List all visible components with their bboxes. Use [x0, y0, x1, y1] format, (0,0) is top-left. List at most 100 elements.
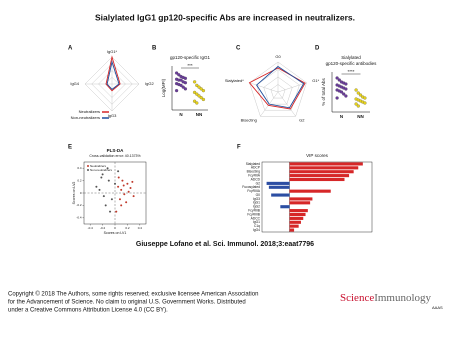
x-tick-label: 0 [114, 226, 116, 230]
x-tick-label: N [340, 114, 343, 119]
bar [289, 216, 304, 220]
logo: ScienceImmunology [340, 292, 432, 304]
dot [201, 97, 205, 102]
y-tick-label: FcγRIIIA [247, 189, 260, 193]
dot [193, 80, 197, 84]
point [122, 184, 125, 187]
dot [335, 76, 339, 80]
panel-title: gp120-specific antibodies [326, 61, 378, 66]
y-tick-label: ADCD [251, 177, 261, 181]
axis-label: IgG2 [145, 81, 154, 86]
y-tick-label: FcγRIIIB [247, 212, 260, 216]
panel-letter: D [315, 46, 320, 52]
dot [199, 96, 203, 100]
dot [201, 89, 205, 93]
dot [358, 93, 363, 97]
point [107, 179, 110, 182]
bar [289, 220, 301, 224]
title: Sialylated IgG1 gp120-specific Abs are i… [95, 12, 355, 22]
bar [289, 197, 313, 201]
axis-label: IgG4 [70, 81, 79, 86]
radar-grid [270, 84, 286, 99]
bar [289, 212, 306, 217]
dot [193, 99, 197, 103]
dot [344, 94, 348, 98]
y-tick-label: IgG1 [253, 220, 260, 224]
radar-line [105, 55, 121, 92]
dot [195, 92, 199, 96]
panel-subtitle: Cross-validation error: 40.1373% [89, 154, 140, 158]
bar [289, 224, 299, 228]
legend-swatch [87, 165, 89, 167]
y-tick-label: IgG3 [253, 197, 260, 201]
axis-label: G0 [275, 54, 281, 59]
point [131, 180, 134, 183]
dot [339, 90, 344, 94]
panel-letter: C [236, 46, 241, 52]
dot [183, 81, 187, 85]
point [95, 185, 98, 188]
point [98, 188, 101, 191]
panel-title: gp120-specific IgG1 [170, 55, 211, 60]
panel-title: VIP scores [306, 153, 328, 158]
dot [337, 78, 341, 82]
radar-grid [249, 61, 307, 117]
dot [354, 88, 358, 92]
point [110, 198, 113, 201]
dot [342, 92, 346, 96]
point [104, 204, 107, 207]
dot [183, 76, 187, 80]
legend-label: Non-neutralizers [71, 115, 100, 120]
significance: **** [347, 69, 354, 74]
radar-axis [277, 82, 307, 93]
point [117, 176, 120, 179]
legend-label: Non-neutralizers [90, 168, 113, 172]
bar [271, 193, 290, 197]
y-tick-label: FcγRIIA [248, 173, 261, 177]
bar [289, 209, 308, 213]
panel-letter: B [152, 46, 157, 52]
legend-label: Neutralizers [90, 164, 107, 168]
point [106, 167, 109, 170]
y-tick-label: 0.4 [77, 166, 82, 170]
dot [363, 96, 367, 100]
y-label: % of total Abs [321, 77, 326, 105]
copyright: Copyright © 2018 The Authors, some right… [8, 291, 258, 298]
y-tick-label: ADCP [251, 166, 261, 170]
radar-axis [249, 82, 279, 93]
dot [356, 91, 360, 95]
point [129, 187, 132, 190]
dot [344, 87, 348, 91]
y-tick-label: Bisecting [247, 170, 261, 174]
x-tick-label: 0.2 [125, 226, 130, 230]
dot [356, 104, 360, 108]
axis-label: G1* [312, 78, 319, 83]
x-label: Scores on LV1 [104, 231, 127, 235]
x-tick-label: NN [196, 112, 203, 117]
x-tick-label: NN [357, 114, 364, 119]
bar [289, 177, 345, 182]
radar-grid [263, 76, 293, 105]
y-tick-label: C1q [254, 224, 260, 228]
axis-label: IgG3 [108, 113, 117, 118]
point [121, 179, 124, 182]
bar [266, 181, 290, 185]
y-tick-label: G2 [256, 181, 261, 185]
point [115, 210, 118, 213]
bar [289, 201, 311, 205]
point [125, 201, 128, 204]
axis-label: IgG1* [107, 49, 118, 54]
x-tick-label: 0.4 [138, 226, 143, 230]
logo-b: Immunology [374, 292, 431, 304]
dot [344, 82, 348, 86]
radar-line [106, 60, 120, 91]
dot [193, 90, 197, 95]
bar [289, 170, 354, 174]
x-tick-label: -0.4 [88, 226, 94, 230]
dot [175, 89, 179, 93]
x-tick-label: -0.2 [100, 226, 106, 230]
dot [199, 87, 203, 91]
bar [280, 205, 290, 209]
panel-title: PLS-DA [107, 148, 125, 153]
panel-letter: A [68, 46, 73, 52]
